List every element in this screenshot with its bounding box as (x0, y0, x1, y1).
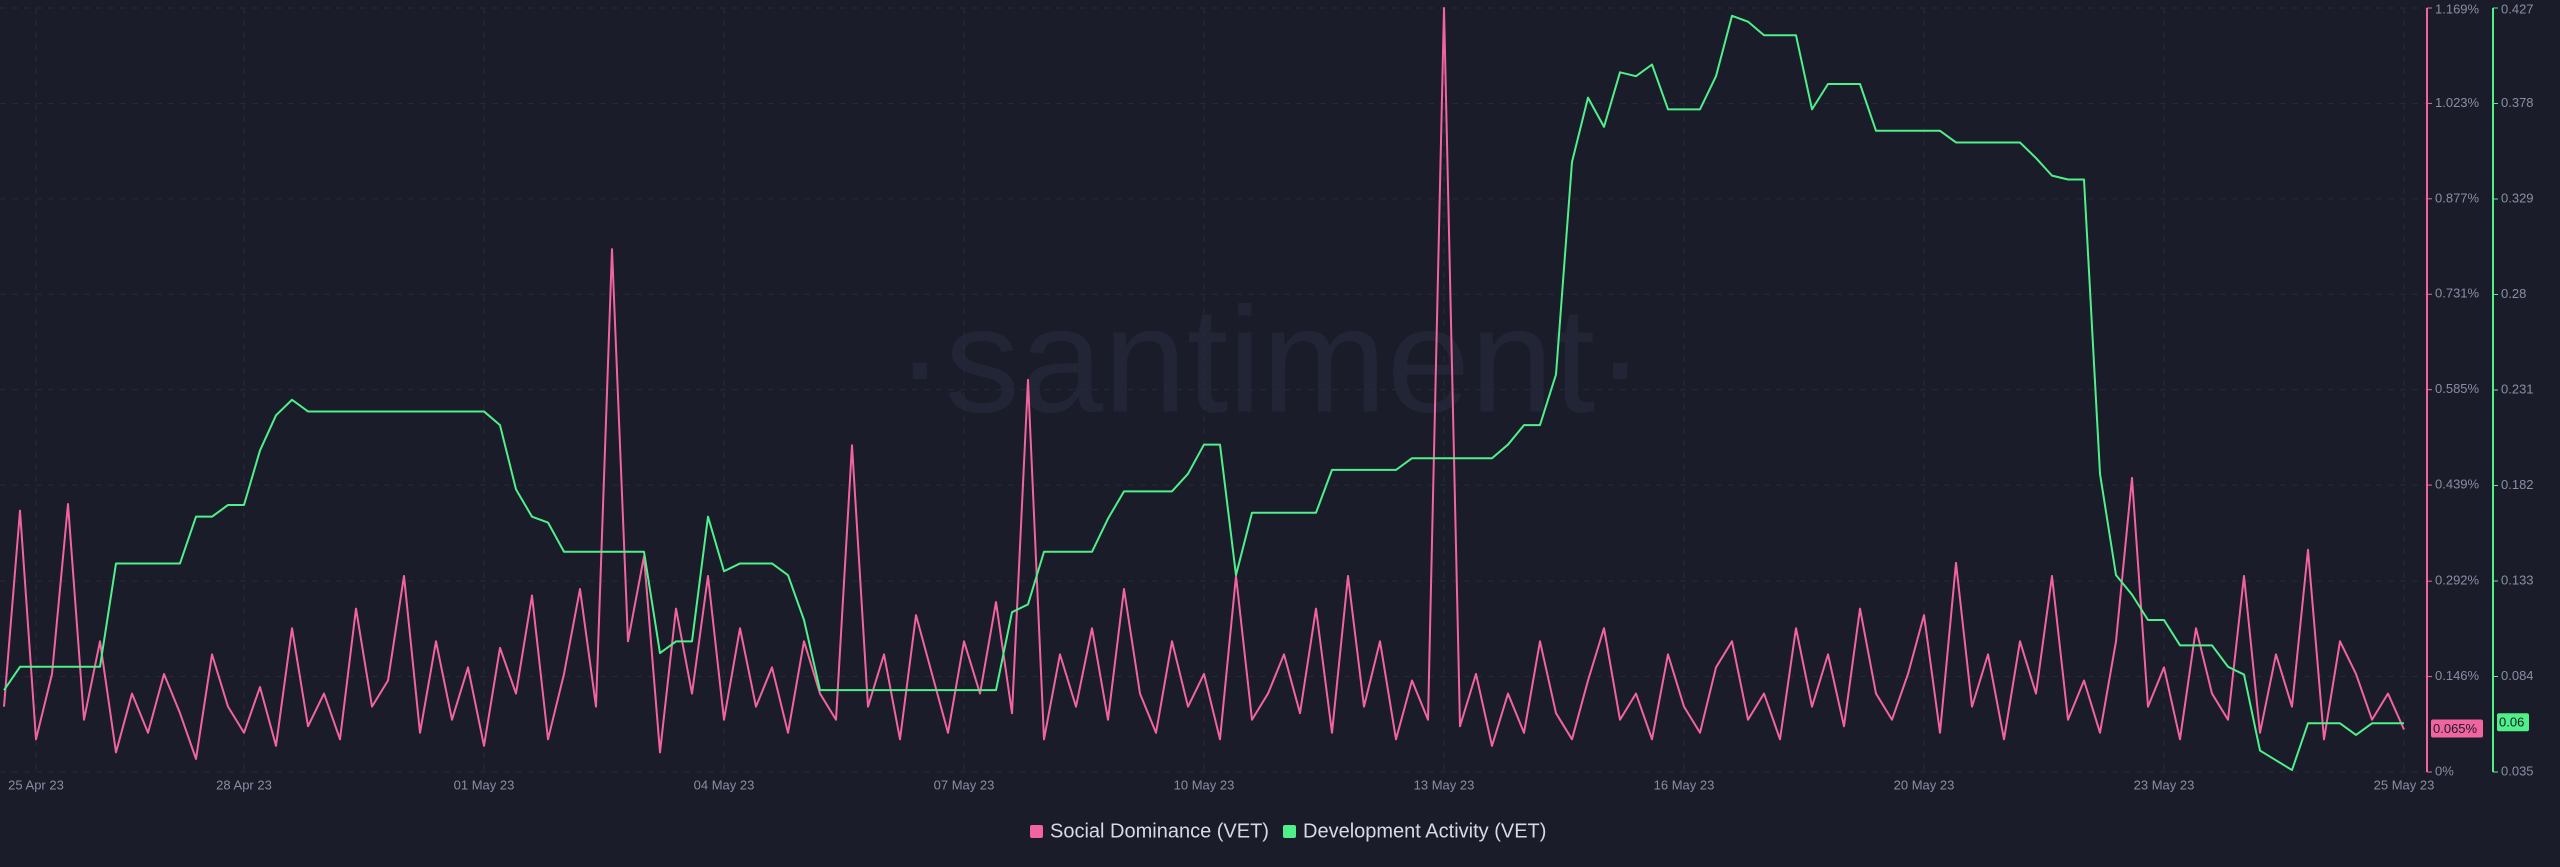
y-tick-label: 0.877% (2435, 190, 2480, 205)
legend-swatch (1283, 825, 1296, 838)
y2-tick-label: 0.084 (2501, 668, 2534, 683)
x-tick-label: 10 May 23 (1174, 777, 1235, 792)
y-tick-label: 0.146% (2435, 668, 2480, 683)
current-value-label: 0.065% (2433, 721, 2478, 736)
series-line (3, 7, 2405, 760)
x-tick-label: 25 May 23 (2374, 777, 2435, 792)
x-tick-label: 16 May 23 (1654, 777, 1715, 792)
x-tick-label: 25 Apr 23 (8, 777, 64, 792)
x-tick-label: 07 May 23 (934, 777, 995, 792)
series-line (3, 14, 2404, 772)
watermark: ·santiment· (895, 276, 1645, 444)
y2-tick-label: 0.035 (2501, 763, 2534, 778)
legend-swatch (1030, 825, 1043, 838)
y-tick-label: 0.585% (2435, 381, 2480, 396)
y2-tick-label: 0.182 (2501, 477, 2534, 492)
y-tick-label: 0.731% (2435, 286, 2480, 301)
x-tick-label: 28 Apr 23 (216, 777, 272, 792)
y2-tick-label: 0.133 (2501, 572, 2534, 587)
legend-label: Social Dominance (VET) (1050, 820, 1269, 842)
y-tick-label: 0.439% (2435, 477, 2480, 492)
y2-tick-label: 0.378 (2501, 95, 2534, 110)
y2-tick-label: 0.231 (2501, 381, 2534, 396)
y2-tick-label: 0.28 (2501, 286, 2526, 301)
x-tick-label: 13 May 23 (1414, 777, 1475, 792)
x-tick-label: 23 May 23 (2134, 777, 2195, 792)
y-tick-label: 0% (2435, 763, 2454, 778)
current-value-tag (2497, 713, 2529, 732)
current-value-label: 0.06 (2499, 715, 2524, 730)
x-tick-label: 20 May 23 (1894, 777, 1955, 792)
y-tick-label: 0.292% (2435, 573, 2480, 588)
legend-label: Development Activity (VET) (1303, 820, 1546, 842)
current-value-tag (2431, 719, 2483, 738)
legend: Social Dominance (VET) Development Activi… (1030, 820, 1546, 842)
y2-tick-label: 0.329 (2501, 190, 2534, 205)
x-tick-label: 04 May 23 (694, 777, 755, 792)
y-tick-label: 1.169% (2435, 1, 2480, 16)
x-tick-label: 01 May 23 (454, 777, 515, 792)
y2-tick-label: 0.427 (2501, 1, 2534, 16)
y-tick-label: 1.023% (2435, 95, 2480, 110)
